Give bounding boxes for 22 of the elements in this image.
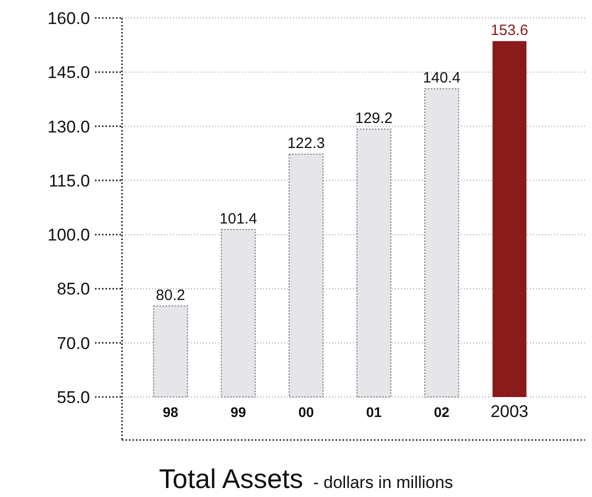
- data-label: 153.6: [490, 22, 528, 40]
- y-tick-label: 145.0: [47, 63, 90, 82]
- data-label: 101.4: [220, 210, 258, 228]
- y-tick-label: 130.0: [47, 117, 90, 136]
- x-tick-label: 02: [434, 404, 450, 420]
- y-tick-label: 100.0: [47, 226, 90, 245]
- data-label: 129.2: [355, 110, 393, 128]
- x-tick-label: 01: [366, 404, 382, 420]
- y-tick-label: 160.0: [47, 9, 90, 28]
- data-label: 80.2: [156, 287, 186, 304]
- text: Total Assets: [159, 464, 304, 494]
- text: - dollars in millions: [313, 473, 453, 492]
- x-tick-label: 00: [298, 404, 314, 420]
- x-tick-label: 98: [162, 404, 179, 420]
- y-tick-label: 115.0: [48, 171, 90, 190]
- y-tick-label: 70.0: [56, 334, 90, 353]
- y-tick-label: 55.0: [56, 388, 90, 407]
- data-label: 122.3: [287, 135, 325, 152]
- data-label: 140.4: [422, 70, 460, 87]
- x-tick-label: 99: [230, 404, 246, 420]
- x-tick-label: 2003: [490, 402, 528, 421]
- y-tick-label: 85.0: [56, 280, 90, 299]
